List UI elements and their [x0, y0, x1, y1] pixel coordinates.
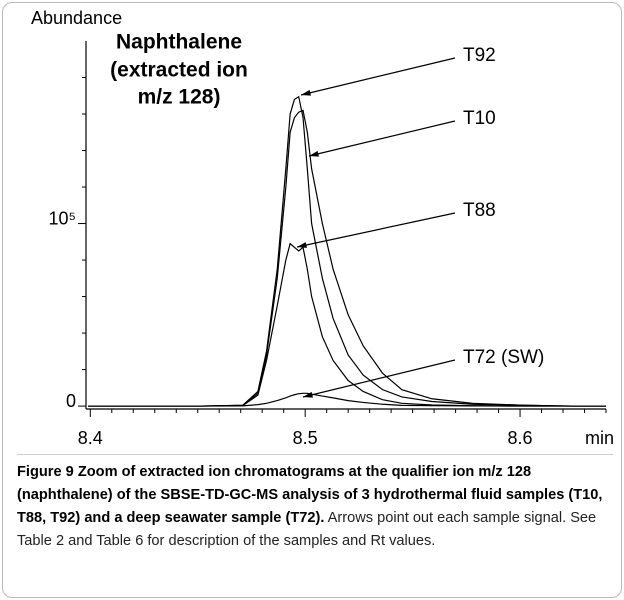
- x-tick-label: 8.4: [78, 428, 103, 448]
- arrow-head: [309, 150, 319, 157]
- y-tick-label: 10⁵: [49, 208, 76, 228]
- legend-label: T88: [463, 200, 496, 221]
- y-tick-label: 0: [66, 391, 76, 411]
- annotation: (extracted ion: [110, 59, 248, 82]
- legend-label: T92: [463, 45, 496, 66]
- annotation: m/z 128): [138, 86, 221, 109]
- series-line: [88, 242, 606, 407]
- arrow-head: [301, 89, 311, 96]
- chart: Abundance min Naphthalene (extracted ion…: [31, 8, 614, 448]
- label-arrow: [302, 359, 456, 398]
- annotation: Naphthalene: [116, 31, 242, 54]
- arrow-head: [303, 391, 313, 398]
- series-line: [88, 392, 606, 407]
- label-arrow: [308, 120, 456, 157]
- y-axis-label: Abundance: [31, 8, 122, 28]
- label-arrow: [300, 57, 456, 96]
- x-tick-label: 8.6: [508, 428, 533, 448]
- x-axis-label: min: [585, 428, 614, 448]
- legend-label: T72 (SW): [463, 347, 544, 368]
- legend-label: T10: [463, 108, 496, 129]
- label-arrow: [296, 212, 456, 248]
- caption: Figure 9 Zoom of extracted ion chromatog…: [17, 454, 613, 553]
- arrow-head: [297, 242, 307, 248]
- x-tick-label: 8.5: [293, 428, 318, 448]
- caption-bold: Figure 9 Zoom of extracted ion chromatog…: [17, 464, 603, 526]
- caption-text: Arrows point out each sample signal. See…: [17, 510, 597, 549]
